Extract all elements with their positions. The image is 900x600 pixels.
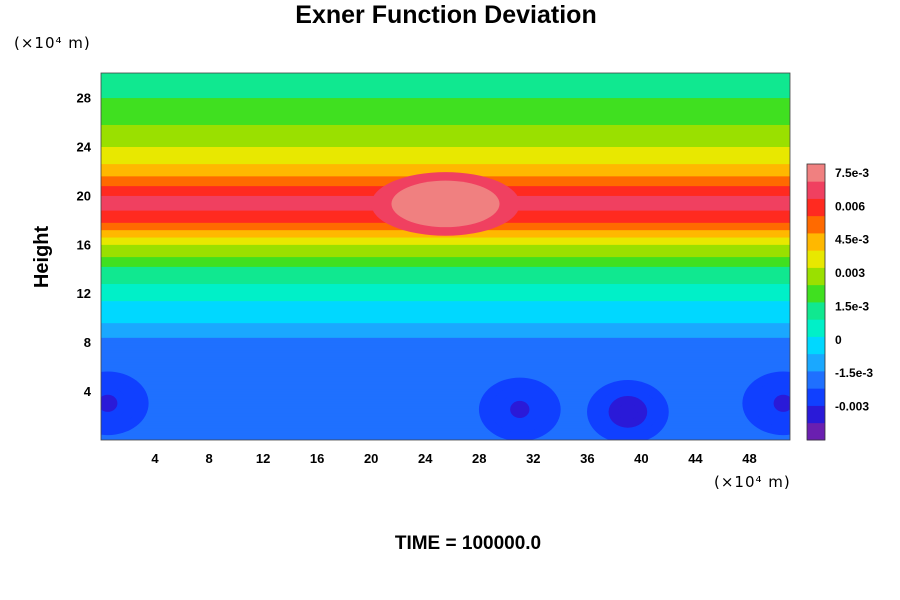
contour-band	[510, 400, 530, 418]
plot-frame	[100, 72, 791, 441]
colorbar-tick-label: -1.5e-3	[835, 366, 873, 380]
colorbar-frame	[806, 163, 826, 441]
colorbar-swatch	[807, 336, 825, 355]
colorbar-swatch	[807, 215, 825, 234]
colorbar-tick-label: 0.006	[835, 199, 865, 213]
x-axis-ticks: 4 8 12 16 20 24 28 32 36 40 44 48	[151, 451, 756, 466]
colorbar-swatch	[807, 198, 825, 217]
x-tick-label: 12	[256, 451, 270, 466]
colorbar-swatch	[807, 319, 825, 337]
y-tick-label: 20	[77, 188, 91, 203]
x-tick-label: 48	[742, 451, 756, 466]
contour-feature	[587, 380, 669, 440]
colorbar-swatch	[807, 164, 825, 182]
colorbar-tick-label: 0.003	[835, 266, 865, 280]
contour-band	[618, 403, 638, 421]
x-tick-label: 32	[526, 451, 540, 466]
contour-feature	[371, 172, 520, 236]
contour-feature	[742, 371, 790, 436]
colorbar-tick-label: 7.5e-3	[835, 166, 869, 180]
colorbar-tick-label: 4.5e-3	[835, 233, 869, 247]
plot-area	[100, 72, 791, 441]
x-tick-label: 36	[580, 451, 594, 466]
colorbar-swatch	[807, 388, 825, 406]
colorbar-swatch	[807, 405, 825, 424]
x-tick-label: 28	[472, 451, 486, 466]
y-tick-label: 12	[77, 286, 91, 301]
x-tick-label: 44	[688, 451, 703, 466]
colorbar-swatch	[807, 233, 825, 251]
y-axis-unit: (×10⁴ m)	[14, 34, 91, 52]
colorbar-swatch	[807, 250, 825, 268]
contour-feature	[101, 371, 149, 436]
x-tick-label: 4	[151, 451, 159, 466]
y-tick-label: 28	[77, 90, 91, 105]
contour-band	[427, 195, 464, 213]
chart-title: Exner Function Deviation	[295, 1, 596, 29]
y-tick-label: 24	[77, 139, 92, 154]
colorbar-tick-label: 1.5e-3	[835, 299, 869, 313]
x-tick-label: 24	[418, 451, 433, 466]
y-tick-label: 8	[84, 335, 91, 350]
x-tick-label: 20	[364, 451, 378, 466]
y-tick-label: 4	[84, 384, 92, 399]
contour-band	[773, 394, 790, 412]
colorbar: 7.5e-3 0.006 4.5e-3 0.003 1.5e-3 0 -1.5e-3 -0.0…	[806, 163, 873, 441]
contour-band	[101, 394, 118, 412]
x-tick-label: 16	[310, 451, 324, 466]
x-axis-unit: (×10⁴ m)	[714, 473, 791, 491]
time-label: TIME = 100000.0	[395, 533, 541, 554]
colorbar-swatch	[807, 371, 825, 389]
x-tick-label: 8	[205, 451, 212, 466]
contour-feature	[478, 377, 561, 440]
colorbar-tick-label: 0	[835, 333, 842, 347]
colorbar-swatch	[807, 267, 825, 286]
colorbar-swatch	[807, 353, 825, 372]
y-axis-ticks: 4 8 12 16 20 24 28	[77, 90, 92, 399]
colorbar-swatch	[807, 284, 825, 303]
colorbar-tick-label: -0.003	[835, 400, 869, 414]
colorbar-swatch	[807, 302, 825, 320]
colorbar-swatch	[807, 181, 825, 199]
colorbar-swatch	[807, 422, 825, 441]
y-tick-label: 16	[77, 237, 91, 252]
y-axis-label: Height	[31, 226, 53, 289]
x-tick-label: 40	[634, 451, 648, 466]
